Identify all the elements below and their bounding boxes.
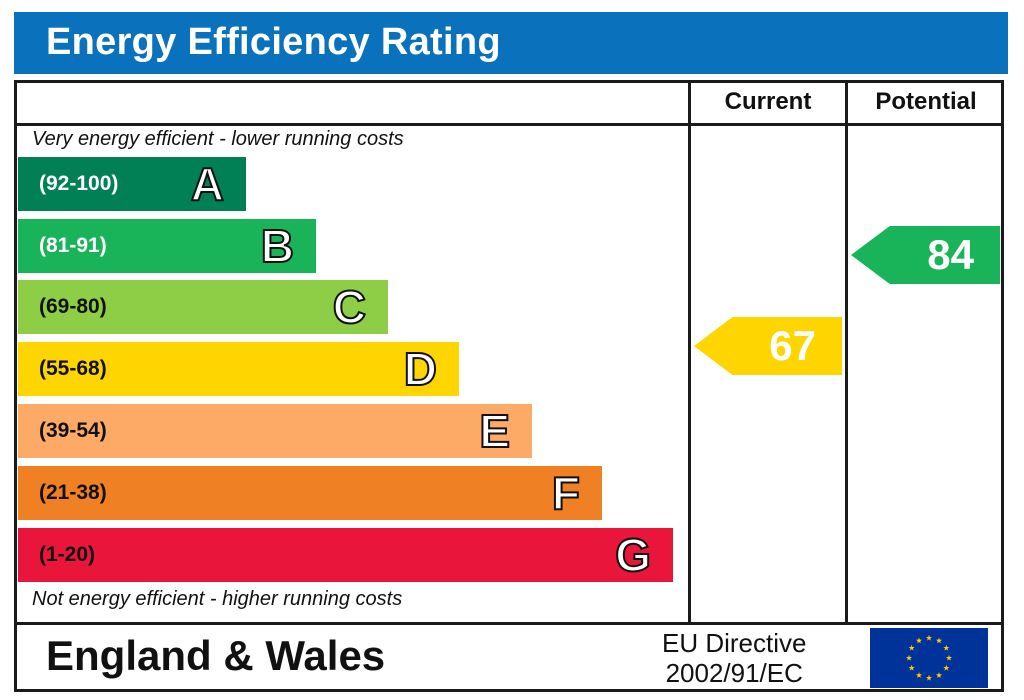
- band-letter: C: [332, 281, 367, 333]
- band-f: (21-38) F: [18, 466, 602, 520]
- current-rating-value: 67: [769, 322, 816, 369]
- rating-table-frame: [14, 80, 1004, 692]
- directive-line-2: 2002/91/EC: [665, 658, 803, 688]
- band-range: (92-100): [39, 172, 119, 195]
- flag-star: [915, 672, 923, 678]
- band-letter: F: [551, 467, 581, 519]
- flag-star: [943, 644, 950, 651]
- column-header-current: Current: [724, 88, 812, 115]
- flag-star: [945, 654, 953, 661]
- band-range: (1-20): [39, 543, 96, 566]
- eu-flag-icon: [870, 628, 988, 688]
- potential-rating-value: 84: [927, 231, 974, 278]
- band-c: (69-80) C: [18, 280, 388, 334]
- band-letter: B: [260, 220, 295, 272]
- flag-star: [943, 664, 950, 671]
- band-range: (39-54): [39, 419, 107, 442]
- header-divider: [14, 123, 1004, 126]
- flag-star: [925, 674, 933, 681]
- title-bar: Energy Efficiency Rating: [14, 12, 1008, 74]
- band-b: (81-91) B: [18, 219, 316, 273]
- band-g: (1-20) G: [18, 528, 673, 582]
- flag-star: [908, 644, 915, 651]
- flag-star: [908, 664, 915, 671]
- band-d: (55-68) D: [18, 342, 459, 396]
- divider-current: [688, 80, 691, 625]
- band-e: (39-54) E: [18, 404, 532, 458]
- page-title: Energy Efficiency Rating: [46, 21, 501, 63]
- band-a: (92-100) A: [18, 157, 246, 211]
- flag-star: [905, 654, 913, 661]
- band-range: (21-38): [39, 481, 107, 504]
- flag-star: [925, 634, 933, 641]
- footer-divider: [14, 622, 1004, 625]
- directive-line-1: EU Directive: [662, 628, 807, 658]
- band-range: (55-68): [39, 357, 107, 380]
- band-range: (81-91): [39, 234, 107, 257]
- column-header-potential: Potential: [875, 88, 977, 115]
- band-range: (69-80): [39, 295, 107, 318]
- flag-star: [915, 637, 923, 644]
- band-letter: A: [190, 158, 225, 210]
- band-letter: G: [614, 529, 652, 581]
- note-inefficient: Not energy efficient - higher running co…: [32, 588, 403, 610]
- current-rating-arrow: 67: [694, 317, 842, 375]
- divider-potential: [845, 80, 848, 625]
- flag-star: [935, 637, 943, 644]
- note-efficient: Very energy efficient - lower running co…: [32, 128, 404, 150]
- band-letter: E: [478, 405, 511, 457]
- directive-label: EU Directive 2002/91/EC: [662, 628, 806, 688]
- band-letter: D: [403, 343, 438, 395]
- flag-star: [935, 672, 943, 678]
- region-label: England & Wales: [46, 632, 386, 679]
